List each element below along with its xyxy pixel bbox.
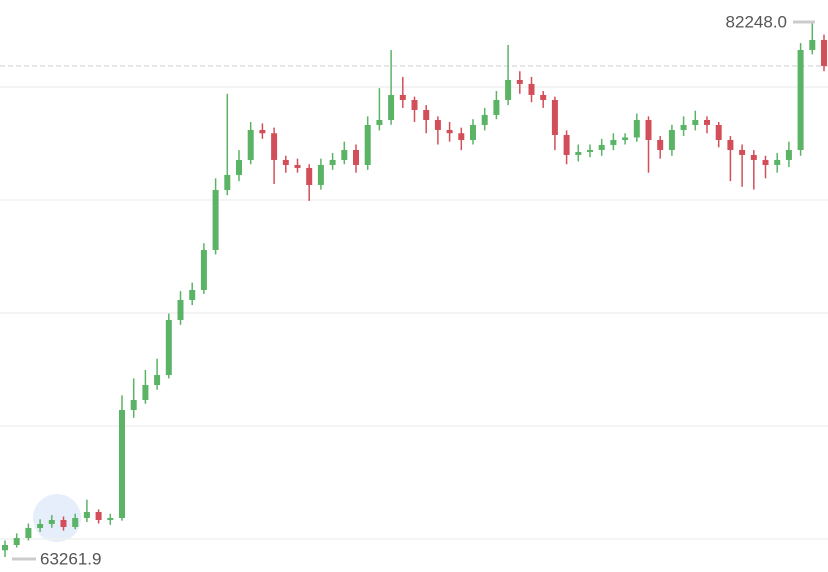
candle-body bbox=[575, 151, 582, 155]
candle-body bbox=[376, 119, 383, 125]
candle-body bbox=[633, 119, 640, 138]
candle-body bbox=[236, 159, 242, 175]
candle-body bbox=[329, 159, 336, 165]
candle-body bbox=[364, 124, 371, 165]
candle-body bbox=[48, 519, 55, 525]
candle-body bbox=[587, 149, 593, 152]
candle-body bbox=[341, 149, 348, 160]
candle-body bbox=[434, 119, 441, 130]
min-label: 63261.9 bbox=[40, 549, 101, 568]
candle-body bbox=[540, 94, 547, 100]
candle-body bbox=[119, 409, 125, 518]
candle-body bbox=[200, 249, 207, 290]
candle-body bbox=[692, 119, 699, 125]
candle-body bbox=[130, 399, 137, 410]
candle-body bbox=[551, 99, 558, 135]
candle-body bbox=[177, 299, 184, 320]
candle-body bbox=[189, 289, 196, 300]
candle-body bbox=[774, 159, 781, 165]
candle-body bbox=[680, 124, 687, 130]
candle-body bbox=[388, 94, 395, 120]
candle-body bbox=[528, 83, 535, 95]
candle-body bbox=[271, 133, 278, 160]
candle-body bbox=[739, 149, 746, 155]
candle-body bbox=[83, 511, 90, 518]
candle-body bbox=[165, 319, 172, 375]
candle-body bbox=[505, 79, 512, 100]
candle-body bbox=[72, 517, 79, 527]
candle-body bbox=[306, 167, 313, 185]
candle-body bbox=[821, 39, 827, 66]
candle-body bbox=[458, 133, 465, 140]
candle-body bbox=[411, 99, 418, 110]
candle-body bbox=[493, 99, 500, 115]
candle-body bbox=[622, 137, 629, 140]
candle-body bbox=[60, 519, 67, 527]
candle-body bbox=[13, 538, 20, 545]
candle-body bbox=[446, 129, 453, 134]
max-label: 82248.0 bbox=[726, 12, 787, 31]
candle-body bbox=[247, 129, 254, 160]
candle-body bbox=[785, 149, 792, 160]
candle-body bbox=[142, 384, 149, 400]
candle-body bbox=[37, 524, 44, 529]
candle-body bbox=[750, 154, 757, 160]
candle-body bbox=[282, 159, 289, 165]
candle-body bbox=[516, 79, 523, 84]
candle-body bbox=[95, 511, 102, 520]
candle-body bbox=[704, 119, 710, 125]
candle-body bbox=[809, 39, 816, 50]
candle-body bbox=[212, 189, 219, 250]
candle-body bbox=[353, 149, 359, 165]
candle-body bbox=[294, 164, 301, 168]
candle-body bbox=[25, 528, 32, 539]
candle-body bbox=[727, 139, 734, 150]
candle-body bbox=[668, 129, 675, 150]
candle-body bbox=[399, 94, 406, 100]
candle-body bbox=[317, 164, 324, 185]
candle-body bbox=[610, 139, 617, 145]
candle-body bbox=[259, 129, 266, 134]
candle-body bbox=[481, 114, 488, 125]
candle-body bbox=[598, 144, 605, 150]
icon-badge bbox=[33, 494, 81, 542]
candle-body bbox=[470, 124, 476, 140]
candle-body bbox=[2, 544, 8, 551]
candle-body bbox=[715, 124, 722, 140]
candle-body bbox=[563, 134, 570, 155]
candle-body bbox=[224, 174, 231, 190]
candle-body bbox=[107, 517, 114, 520]
candle-body bbox=[762, 159, 769, 165]
candle-body bbox=[657, 139, 664, 150]
candle-body bbox=[154, 374, 161, 385]
candle-body bbox=[797, 49, 804, 150]
candle-body bbox=[645, 119, 652, 140]
candle-body bbox=[423, 109, 430, 120]
